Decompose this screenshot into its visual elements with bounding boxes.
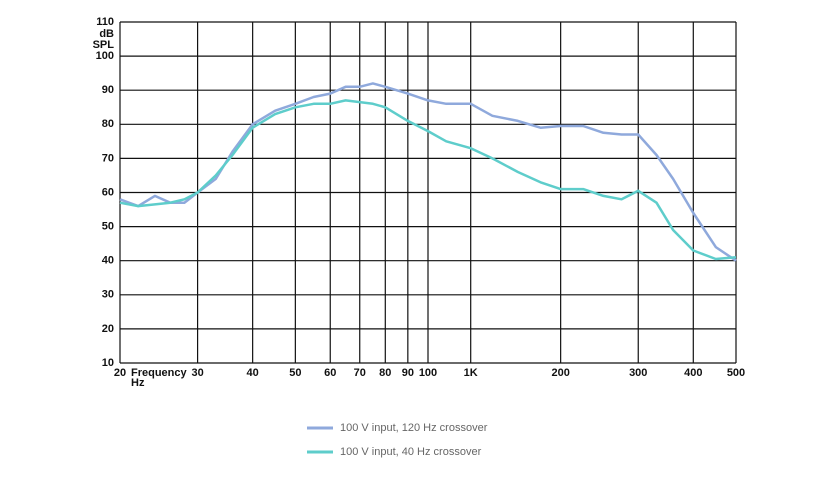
y-tick-label: 20 — [102, 323, 114, 335]
x-tick-label: 50 — [289, 367, 301, 379]
x-tick-label: 500 — [727, 367, 745, 379]
y-tick-label: 90 — [102, 84, 114, 96]
x-tick-label: 300 — [629, 367, 647, 379]
y-tick-label: 10 — [102, 357, 114, 369]
y-tick-label: 100 — [96, 50, 114, 62]
series-line — [119, 82, 737, 262]
x-tick-label: 80 — [379, 367, 391, 379]
x-tick-label: 1K — [464, 367, 478, 379]
x-tick-label: 200 — [551, 367, 569, 379]
y-tick-label: 80 — [102, 118, 114, 130]
x-tick-label: 30 — [191, 367, 203, 379]
series-line — [119, 99, 737, 261]
x-label: Frequency — [131, 367, 188, 379]
x-tick-label: 60 — [324, 367, 336, 379]
y-tick-label: 30 — [102, 289, 114, 301]
legend-label: 100 V input, 120 Hz crossover — [340, 422, 488, 434]
y-label: SPL — [93, 39, 115, 51]
x-tick-label: 70 — [354, 367, 366, 379]
y-tick-label: 70 — [102, 152, 114, 164]
x-label: Hz — [131, 377, 145, 389]
x-tick-label: 100 — [419, 367, 437, 379]
x-tick-label: 400 — [684, 367, 702, 379]
x-tick-label: 40 — [247, 367, 259, 379]
legend-label: 100 V input, 40 Hz crossover — [340, 446, 482, 458]
y-tick-label: 40 — [102, 255, 114, 267]
x-tick-label: 90 — [402, 367, 414, 379]
x-tick-label: 20 — [114, 367, 126, 379]
y-label: dB — [99, 28, 114, 40]
y-tick-label: 110 — [96, 16, 114, 28]
y-tick-label: 60 — [102, 186, 114, 198]
y-tick-label: 50 — [102, 221, 114, 233]
